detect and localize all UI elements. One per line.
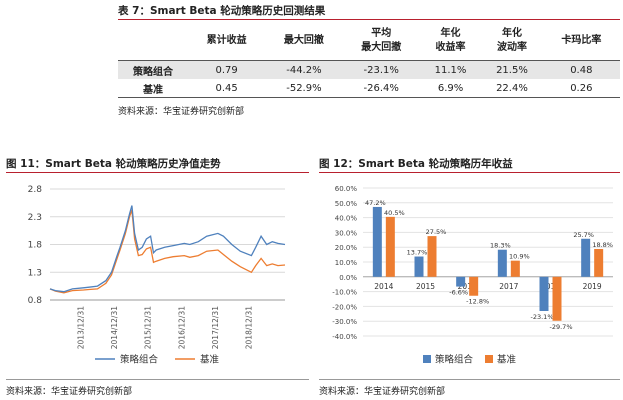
data-label: -12.8% (466, 298, 489, 306)
fig11-title-rule (6, 172, 309, 173)
x-category-label: 2014 (374, 282, 393, 291)
bar-benchmark (385, 216, 395, 277)
table-cell: 6.9% (419, 79, 482, 98)
x-tick-label: 2016/12/31 (177, 306, 186, 349)
x-tick-label: 2014/12/31 (110, 306, 119, 349)
data-label: 13.7% (407, 249, 428, 257)
table-corner (118, 22, 188, 61)
fig12-title-rule (319, 172, 620, 173)
table-cell: 21.5% (481, 60, 543, 79)
y-tick-label: 2.8 (28, 185, 43, 195)
x-category-label: 2016 (458, 282, 477, 291)
y-tick-label: 1.8 (28, 241, 43, 251)
y-tick-label: 50.0% (335, 200, 358, 208)
bar-strategy (581, 238, 591, 277)
col-header: 最大回撤 (265, 22, 343, 61)
data-label: -29.7% (550, 323, 573, 331)
bar-benchmark (552, 276, 562, 321)
x-tick-label: 2017/12/31 (211, 306, 220, 349)
x-category-label: 2019 (583, 282, 602, 291)
x-category-label: 2017 (499, 282, 518, 291)
data-label: 47.2% (365, 199, 386, 207)
data-label: 10.9% (509, 253, 530, 261)
row-header: 基准 (118, 79, 188, 98)
table-cell: 11.1% (419, 60, 482, 79)
y-tick-label: -40.0% (332, 333, 357, 341)
table-cell: 0.45 (188, 79, 266, 98)
fig12-source: 资料来源：华宝证券研究创新部 (319, 387, 446, 397)
data-label: -23.1% (531, 313, 554, 321)
bar-benchmark (469, 276, 479, 296)
table-cell: 22.4% (481, 79, 543, 98)
benchmark-line (49, 209, 286, 294)
fig11-line-chart: 0.8 1.3 1.8 2.3 2.8 2013/12/31 2014/12/31 2015/… (28, 185, 286, 366)
data-label: 18.3% (490, 242, 511, 250)
strategy-line (49, 205, 286, 293)
table-title-rule (118, 19, 620, 20)
legend-label-strategy: 策略组合 (120, 354, 159, 366)
y-tick-label: 0.0% (339, 274, 357, 282)
table-header-row: 累计收益 最大回撤 平均 最大回撤 年化 收益率 年化 波动率 卡玛比率 (118, 22, 620, 61)
table-cell: 0.79 (188, 60, 266, 79)
y-tick-label: -10.0% (332, 289, 357, 297)
col-header: 累计收益 (188, 22, 266, 61)
data-label: 40.5% (384, 209, 405, 217)
y-tick-label: 20.0% (335, 244, 358, 252)
bar-strategy (497, 249, 507, 277)
x-category-label: 2015 (416, 282, 435, 291)
data-label: 27.5% (426, 228, 447, 236)
bar-benchmark (510, 260, 520, 277)
fig11-title: 图 11：Smart Beta 轮动策略历史净值走势 (6, 158, 221, 170)
col-header: 平均 最大回撤 (342, 22, 420, 61)
col-header: 年化 收益率 (419, 22, 482, 61)
bar-strategy (414, 256, 424, 277)
y-tick-label: 2.3 (28, 213, 42, 223)
y-tick-label: 0.8 (28, 296, 43, 306)
x-category-label: 2018 (541, 282, 560, 291)
y-tick-label: 10.0% (335, 259, 358, 267)
data-label: 25.7% (573, 231, 594, 239)
table-cell: -23.1% (342, 60, 420, 79)
performance-table: 累计收益 最大回撤 平均 最大回撤 年化 收益率 年化 波动率 卡玛比率 策略组合 0… (118, 22, 620, 98)
y-tick-label: -30.0% (332, 318, 357, 326)
bar-strategy (372, 206, 382, 277)
row-header: 策略组合 (118, 60, 188, 79)
legend-swatch-benchmark (485, 355, 493, 363)
table-source: 资料来源：华宝证券研究创新部 (118, 107, 245, 117)
table-cell: -26.4% (342, 79, 420, 98)
y-tick-label: -20.0% (332, 303, 357, 311)
bar-benchmark (594, 248, 604, 277)
legend-label-benchmark: 基准 (497, 354, 517, 366)
data-label: 18.8% (592, 241, 613, 249)
col-header: 年化 波动率 (481, 22, 543, 61)
bar-benchmark (427, 236, 437, 277)
y-tick-label: 1.3 (28, 268, 42, 278)
legend-label-benchmark: 基准 (200, 354, 220, 366)
fig11-bottom-rule (6, 379, 309, 380)
legend-label-strategy: 策略组合 (435, 354, 474, 366)
legend-swatch-strategy (423, 355, 431, 363)
y-tick-label: 60.0% (335, 185, 358, 193)
table-cell: -44.2% (265, 60, 343, 79)
fig12-bottom-rule (319, 379, 620, 380)
bar-strategy (456, 276, 466, 287)
x-tick-label: 2018/12/31 (244, 306, 253, 349)
table-cell: 0.26 (542, 79, 620, 98)
y-tick-label: 30.0% (335, 229, 358, 237)
table-row: 基准 0.45 -52.9% -26.4% 6.9% 22.4% 0.26 (118, 79, 620, 98)
x-tick-label: 2015/12/31 (144, 306, 153, 349)
table-cell: 0.48 (542, 60, 620, 79)
table-cell: -52.9% (265, 79, 343, 98)
fig11-source: 资料来源：华宝证券研究创新部 (6, 387, 133, 397)
x-tick-label: 2013/12/31 (76, 306, 85, 349)
y-tick-label: 40.0% (335, 215, 358, 223)
data-label: -6.6% (449, 289, 468, 297)
bar-strategy (539, 276, 549, 311)
fig12-bar-chart: -40.0% -30.0% -20.0% -10.0% 0.0% 10.0% 20.0% 30… (332, 185, 613, 366)
fig12-title: 图 12：Smart Beta 轮动策略历年收益 (319, 158, 513, 170)
col-header: 卡玛比率 (542, 22, 620, 61)
table-row: 策略组合 0.79 -44.2% -23.1% 11.1% 21.5% 0.48 (118, 60, 620, 79)
table-title: 表 7：Smart Beta 轮动策略历史回测结果 (118, 5, 326, 17)
